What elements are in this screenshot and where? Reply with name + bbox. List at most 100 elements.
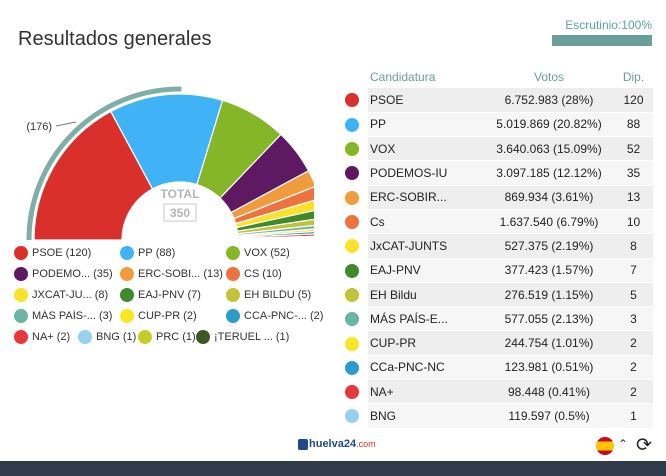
- legend-item[interactable]: EAJ-PNV (7): [120, 287, 226, 302]
- legend-swatch: [226, 266, 240, 281]
- party-votes: 276.519 (1.15%): [484, 282, 614, 308]
- legend-item[interactable]: CCA-PNC-... (2): [226, 308, 332, 323]
- legend-label: PRC: [156, 330, 180, 343]
- legend-row: PODEMO... (35) ERC-SOBI... (13) CS (10): [14, 263, 334, 284]
- table-row[interactable]: CUP-PR 244.754 (1.01%) 2: [336, 330, 653, 356]
- table-row[interactable]: NA+ 98.448 (0.41%) 2: [336, 379, 653, 405]
- table-row[interactable]: MÁS PAÍS-E... 577.055 (2.13%) 3: [336, 306, 653, 332]
- legend-item[interactable]: PODEMO... (35): [14, 266, 120, 281]
- footer-bar: [0, 461, 666, 476]
- legend-item[interactable]: BNG (1): [78, 329, 138, 344]
- party-name: PP: [368, 112, 484, 138]
- column-header-candidatura[interactable]: Candidatura: [370, 70, 436, 84]
- party-seats: 7: [614, 258, 653, 283]
- refresh-icon[interactable]: ⟳: [636, 435, 652, 456]
- legend-item[interactable]: JXCAT-JU... (8): [14, 287, 120, 302]
- legend-label: CCA-PNC-...: [244, 309, 307, 322]
- legend-label: PSOE: [32, 246, 63, 259]
- table-row[interactable]: PODEMOS-IU 3.097.185 (12.12%) 35: [336, 160, 653, 186]
- legend-item[interactable]: CS (10): [226, 266, 332, 281]
- legend-item[interactable]: CUP-PR (2): [120, 308, 226, 323]
- legend-swatch: [78, 329, 92, 344]
- legend-item[interactable]: ERC-SOBI... (13): [120, 266, 226, 281]
- party-name: JxCAT-JUNTS: [368, 233, 484, 259]
- table-row[interactable]: CCa-PNC-NC 123.981 (0.51%) 2: [336, 355, 653, 381]
- legend-item[interactable]: PRC (1): [138, 329, 196, 344]
- party-name: ERC-SOBIR...: [368, 185, 484, 210]
- column-header-dip[interactable]: Dip.: [622, 70, 645, 84]
- legend-label: CS: [244, 267, 260, 280]
- hemicycle-segment[interactable]: [33, 110, 154, 241]
- legend-item[interactable]: PSOE (120): [14, 245, 120, 260]
- legend-label: ERC-SOBI...: [138, 267, 201, 280]
- legend-swatch: [14, 329, 28, 344]
- party-votes: 869.934 (3.61%): [484, 185, 614, 210]
- legend-item[interactable]: VOX (52): [226, 245, 332, 260]
- legend-count: (88): [155, 246, 176, 259]
- legend-label: VOX: [244, 246, 268, 259]
- legend-swatch: [120, 308, 134, 323]
- chevron-up-icon[interactable]: ⌃: [618, 437, 629, 451]
- party-seats: 2: [614, 379, 653, 405]
- table-row[interactable]: EH Bildu 276.519 (1.15%) 5: [336, 282, 653, 308]
- party-color-dot: [345, 336, 359, 351]
- total-label: TOTAL: [161, 187, 200, 201]
- legend-count: (10): [262, 267, 282, 280]
- party-votes: 119.597 (0.5%): [484, 403, 614, 429]
- party-color-cell: [336, 112, 368, 138]
- party-seats: 35: [614, 160, 653, 186]
- hemicycle-segment[interactable]: [237, 238, 314, 241]
- huelva24-logo[interactable]: huelva24 .com: [298, 438, 376, 450]
- party-seats: 3: [614, 306, 653, 332]
- legend-swatch: [138, 329, 152, 344]
- legend-item[interactable]: NA+ (2): [14, 329, 78, 344]
- table-row[interactable]: BNG 119.597 (0.5%) 1: [336, 403, 653, 429]
- table-row[interactable]: EAJ-PNV 377.423 (1.57%) 7: [336, 258, 653, 283]
- party-color-dot: [345, 239, 359, 254]
- party-color-cell: [336, 306, 368, 332]
- majority-arc: [26, 86, 182, 241]
- party-color-dot: [345, 215, 359, 230]
- party-seats: 1: [614, 403, 653, 429]
- table-row[interactable]: VOX 3.640.063 (15.09%) 52: [336, 136, 653, 162]
- legend-swatch: [196, 329, 210, 344]
- column-header-votos[interactable]: Votos: [533, 70, 565, 84]
- party-color-dot: [345, 409, 359, 424]
- legend-item[interactable]: PP (88): [120, 245, 226, 260]
- party-color-cell: [336, 403, 368, 429]
- party-seats: 52: [614, 136, 653, 162]
- scrutiny-progress-fill: [552, 35, 652, 46]
- table-row[interactable]: PP 5.019.869 (20.82%) 88: [336, 112, 653, 138]
- party-name: Cs: [368, 209, 484, 235]
- party-color-cell: [336, 136, 368, 162]
- party-color-dot: [345, 142, 359, 157]
- legend-count: (2): [309, 309, 324, 322]
- party-seats: 8: [614, 233, 653, 259]
- party-votes: 527.375 (2.19%): [484, 233, 614, 259]
- party-color-cell: [336, 209, 368, 235]
- legend-count: (13): [203, 267, 223, 280]
- party-votes: 123.981 (0.51%): [484, 355, 614, 381]
- legend-item[interactable]: EH BILDU (5): [226, 287, 332, 302]
- party-color-dot: [345, 93, 359, 108]
- table-row[interactable]: PSOE 6.752.983 (28%) 120: [336, 88, 653, 113]
- scrutiny-label: Escrutinio:100%: [565, 18, 652, 32]
- party-color-dot: [345, 166, 359, 181]
- party-votes: 377.423 (1.57%): [484, 258, 614, 283]
- party-color-dot: [345, 190, 359, 205]
- party-seats: 120: [614, 88, 653, 113]
- total-value: 350: [170, 206, 190, 220]
- party-color-cell: [336, 330, 368, 356]
- scrutiny-progress-bar: [552, 35, 652, 46]
- legend-swatch: [14, 308, 28, 323]
- legend-label: MÁS PAÍS-...: [32, 309, 96, 322]
- table-row[interactable]: ERC-SOBIR... 869.934 (3.61%) 13: [336, 185, 653, 210]
- legend-item[interactable]: ¡TERUEL ... (1): [196, 329, 316, 344]
- legend-count: (7): [187, 288, 201, 301]
- table-row[interactable]: Cs 1.637.540 (6.79%) 10: [336, 209, 653, 235]
- legend-count: (2): [183, 309, 197, 322]
- legend-item[interactable]: MÁS PAÍS-... (3): [14, 308, 120, 323]
- spain-flag-icon[interactable]: [596, 437, 614, 455]
- party-name: CUP-PR: [368, 330, 484, 356]
- table-row[interactable]: JxCAT-JUNTS 527.375 (2.19%) 8: [336, 233, 653, 259]
